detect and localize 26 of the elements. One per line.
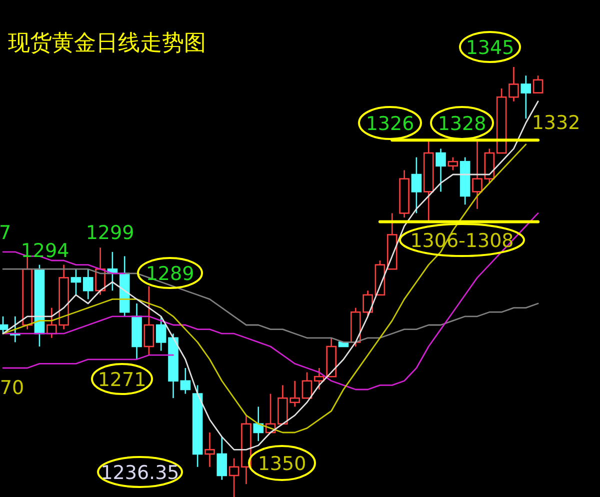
annotation: 1328: [438, 113, 486, 135]
annotation: 7: [0, 222, 12, 244]
candlestick: [216, 436, 228, 480]
candlestick: [508, 66, 519, 102]
candlestick: [132, 302, 142, 360]
candlestick: [82, 268, 94, 300]
candlestick: [22, 256, 32, 330]
annotation: 1236.35: [100, 462, 180, 484]
annotation: 1326: [366, 113, 414, 135]
annotation: 70: [0, 377, 24, 399]
annotation: 1350: [258, 453, 306, 475]
candlestick: [520, 74, 532, 120]
annotation: 1271: [98, 369, 146, 391]
annotation: 1332: [532, 112, 580, 134]
candlestick: [399, 170, 410, 218]
candlestick: [241, 414, 252, 485]
text: 1345: [466, 37, 514, 59]
candlestick: [204, 432, 215, 468]
candlestick: [436, 148, 446, 192]
candlestick: [253, 406, 264, 442]
candlestick: [423, 139, 434, 222]
annotation: 1289: [146, 263, 194, 285]
annotation: 1299: [86, 222, 134, 244]
chart-title: 现货黄金日线走势图: [8, 31, 206, 56]
annotation: 1294: [20, 240, 70, 262]
candlestick: [411, 156, 422, 214]
